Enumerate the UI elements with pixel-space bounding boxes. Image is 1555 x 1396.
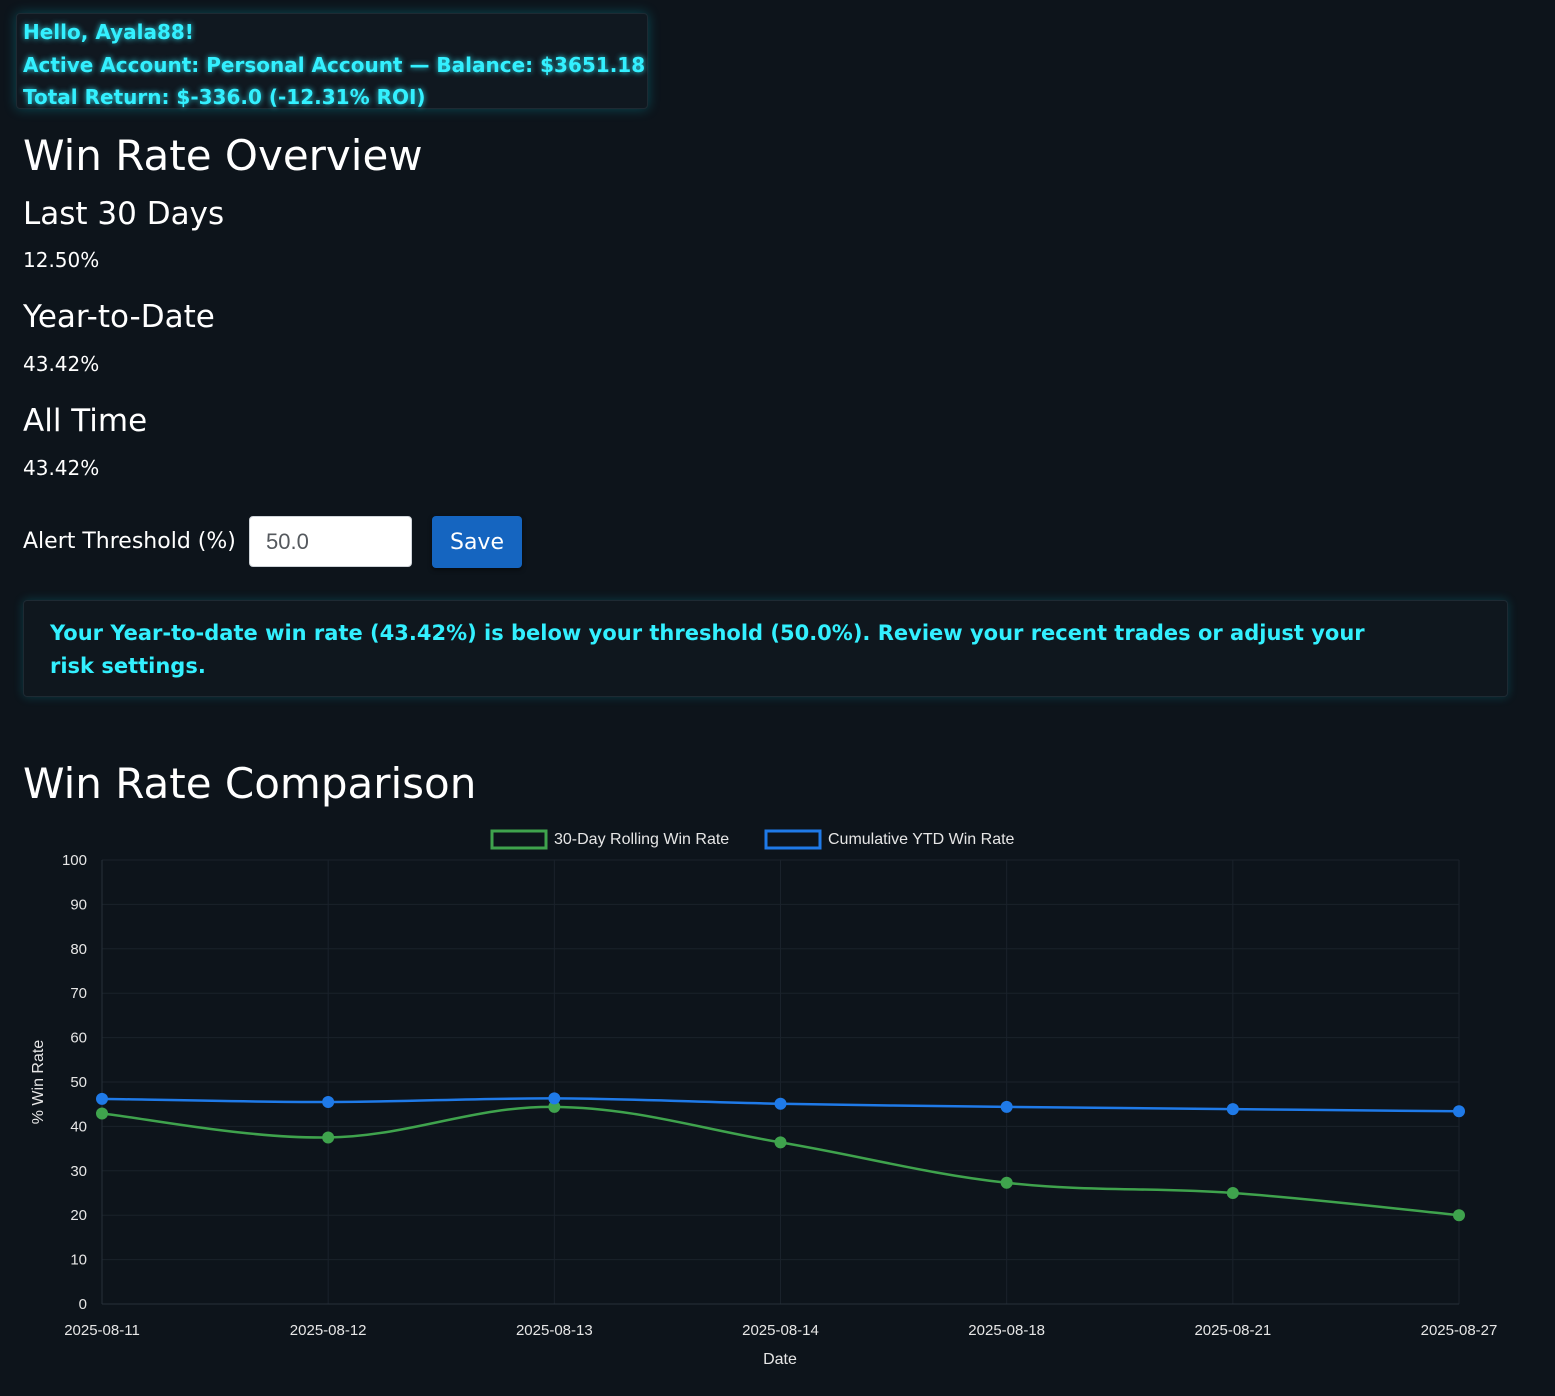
data-point-rolling-30-day	[548, 1100, 561, 1113]
data-point-cumulative-ytd	[96, 1092, 108, 1105]
page-title: Win Rate Overview	[23, 131, 423, 180]
x-tick-label: 2025-08-27	[1421, 1322, 1498, 1339]
data-point-cumulative-ytd	[1453, 1105, 1465, 1118]
data-point-cumulative-ytd	[1226, 1103, 1239, 1116]
data-point-rolling-30-day	[1000, 1176, 1013, 1189]
data-point-cumulative-ytd	[774, 1097, 787, 1110]
y-tick-label: 40	[70, 1118, 87, 1135]
stat-label-year-to-date: Year-to-Date	[23, 299, 215, 335]
x-tick-label: 2025-08-21	[1194, 1322, 1271, 1339]
y-axis-title: % Win Rate	[30, 1040, 47, 1125]
y-tick-label: 10	[70, 1252, 87, 1269]
legend-swatch	[764, 829, 822, 850]
x-tick-label: 2025-08-13	[516, 1322, 593, 1339]
win-rate-chart-svg: 0 10 20 30 40 50 60 70 80 90 100 2025-08-11 2025-08-…	[30, 829, 1498, 1368]
legend-label: 30-Day Rolling Win Rate	[554, 831, 729, 848]
y-tick-label: 100	[62, 852, 87, 869]
stat-value-year-to-date: 43.42%	[23, 352, 100, 376]
stat-value-last-30-days: 12.50%	[23, 248, 100, 272]
y-tick-label: 20	[70, 1207, 87, 1224]
y-tick-label: 50	[70, 1074, 87, 1091]
y-tick-label: 30	[70, 1163, 87, 1180]
active-account-text: Active Account: Personal Account — Balan…	[23, 52, 646, 77]
save-button[interactable]: Save	[432, 516, 522, 568]
y-tick-label: 90	[70, 896, 87, 913]
y-tick-label: 80	[70, 941, 87, 958]
x-tick-label: 2025-08-18	[968, 1322, 1045, 1339]
x-tick-label: 2025-08-11	[64, 1322, 140, 1339]
total-return-text: Total Return: $-336.0 (-12.31% ROI)	[23, 85, 426, 109]
stat-label-all-time: All Time	[23, 403, 148, 439]
data-point-cumulative-ytd	[1000, 1100, 1013, 1113]
greeting-text: Hello, Ayala88!	[23, 20, 194, 44]
y-tick-label: 60	[70, 1030, 87, 1047]
y-tick-label: 0	[79, 1296, 87, 1313]
data-point-rolling-30-day	[322, 1131, 335, 1144]
data-point-rolling-30-day	[774, 1136, 787, 1149]
threshold-alert: Your Year-to-date win rate (43.42%) is b…	[23, 600, 1508, 697]
win-rate-chart: 0 10 20 30 40 50 60 70 80 90 100 2025-08-11 2025-08-…	[0, 820, 1555, 1380]
legend-swatch	[490, 829, 548, 850]
user-summary-box: Hello, Ayala88! Active Account: Personal…	[16, 13, 648, 109]
chart-section-title: Win Rate Comparison	[23, 759, 477, 808]
data-point-rolling-30-day	[1226, 1187, 1239, 1199]
stat-label-last-30-days: Last 30 Days	[23, 196, 225, 232]
x-tick-label: 2025-08-12	[290, 1322, 367, 1339]
data-point-rolling-30-day	[1453, 1209, 1465, 1222]
legend-label: Cumulative YTD Win Rate	[828, 831, 1015, 848]
data-point-cumulative-ytd	[322, 1095, 335, 1108]
threshold-alert-message: Your Year-to-date win rate (43.42%) is b…	[50, 621, 1365, 678]
x-tick-label: 2025-08-14	[742, 1322, 819, 1339]
alert-threshold-input[interactable]	[249, 516, 412, 567]
y-tick-label: 70	[70, 985, 87, 1002]
alert-threshold-label: Alert Threshold (%)	[23, 529, 236, 554]
data-point-rolling-30-day	[96, 1107, 108, 1120]
x-axis-title: Date	[763, 1351, 797, 1368]
data-point-cumulative-ytd	[548, 1092, 561, 1105]
stat-value-all-time: 43.42%	[23, 456, 100, 480]
